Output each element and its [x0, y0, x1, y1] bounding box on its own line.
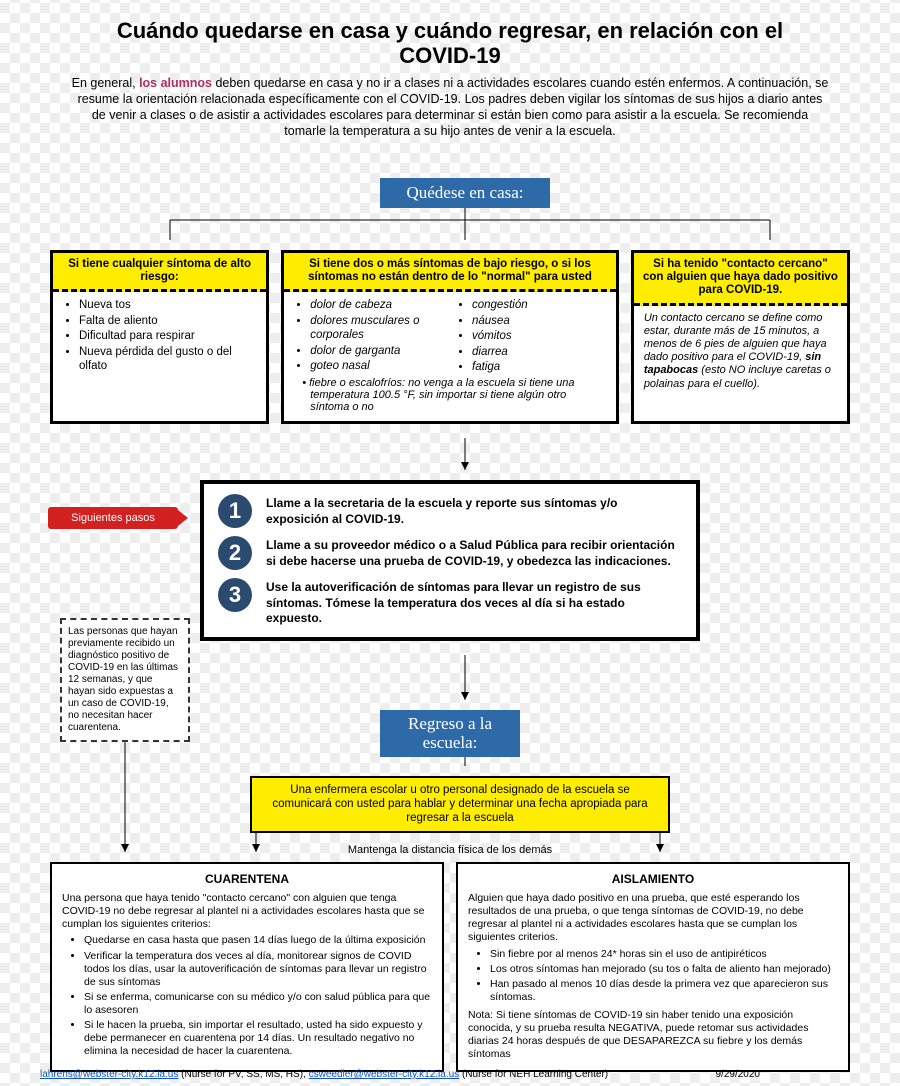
footer-email-1[interactable]: lahrens@webster-city.k12.ia.us: [40, 1069, 178, 1080]
close-contact-definition: Un contacto cercano se define como estar…: [644, 312, 839, 391]
step-number-1: 1: [218, 494, 252, 528]
step-3-text: Use la autoverificación de síntomas para…: [266, 578, 682, 627]
banner-stay-home: Quédese en casa:: [380, 178, 550, 208]
prior-positive-note: Las personas que hayan previamente recib…: [60, 618, 190, 742]
step-number-3: 3: [218, 578, 252, 612]
intro-paragraph: En general, los alumnos deben quedarse e…: [70, 75, 830, 140]
high-risk-header: Si tiene cualquier síntoma de alto riesg…: [53, 253, 266, 292]
quarantine-box: CUARENTENA Una persona que haya tenido "…: [50, 862, 444, 1072]
footer-date: 9/29/2020: [716, 1069, 761, 1080]
page-footer: lahrens@webster-city.k12.ia.us (Nurse fo…: [40, 1069, 860, 1080]
footer-email-2[interactable]: csweedler@webster-city.k12.ia.us: [309, 1069, 460, 1080]
fever-note: • fiebre o escalofríos: no venga a la es…: [294, 377, 608, 413]
low-risk-list-col2: congestión náusea vómitos diarrea fatiga: [456, 298, 608, 375]
symptom-boxes-row: Si tiene cualquier síntoma de alto riesg…: [50, 250, 850, 424]
low-risk-list-col1: dolor de cabeza dolores musculares o cor…: [294, 298, 446, 375]
low-risk-header: Si tiene dos o más síntomas de bajo ries…: [284, 253, 616, 292]
low-risk-box: Si tiene dos o más síntomas de bajo ries…: [281, 250, 619, 424]
isolation-list: Sin fiebre por al menos 24* horas sin el…: [468, 948, 838, 1005]
close-contact-header: Si ha tenido "contacto cercano" con algu…: [634, 253, 847, 306]
quarantine-title: CUARENTENA: [62, 872, 432, 887]
isolation-title: AISLAMIENTO: [468, 872, 838, 887]
physical-distance-text: Mantenga la distancia física de los demá…: [40, 844, 860, 856]
quarantine-isolation-row: CUARENTENA Una persona que haya tenido "…: [50, 862, 850, 1072]
next-steps-box: 1 Llame a la secretaria de la escuela y …: [200, 480, 700, 641]
isolation-box: AISLAMIENTO Alguien que haya dado positi…: [456, 862, 850, 1072]
high-risk-list: Nueva tos Falta de aliento Dificultad pa…: [63, 298, 258, 373]
intro-highlight: los alumnos: [139, 76, 212, 90]
isolation-note: Nota: Si tiene síntomas de COVID-19 sin …: [468, 1009, 838, 1062]
step-number-2: 2: [218, 536, 252, 570]
close-contact-box: Si ha tenido "contacto cercano" con algu…: [631, 250, 850, 424]
next-steps-callout: Siguientes pasos: [48, 507, 178, 529]
isolation-intro: Alguien que haya dado positivo en una pr…: [468, 892, 838, 945]
page-title: Cuándo quedarse en casa y cuándo regresa…: [100, 18, 800, 69]
step-1-text: Llame a la secretaria de la escuela y re…: [266, 494, 682, 527]
step-2-text: Llame a su proveedor médico o a Salud Pú…: [266, 536, 682, 569]
high-risk-box: Si tiene cualquier síntoma de alto riesg…: [50, 250, 269, 424]
nurse-contact-box: Una enfermera escolar u otro personal de…: [250, 776, 670, 833]
quarantine-list: Quedarse en casa hasta que pasen 14 días…: [62, 934, 432, 1058]
banner-return-school: Regreso a la escuela:: [380, 710, 520, 757]
quarantine-intro: Una persona que haya tenido "contacto ce…: [62, 892, 432, 931]
